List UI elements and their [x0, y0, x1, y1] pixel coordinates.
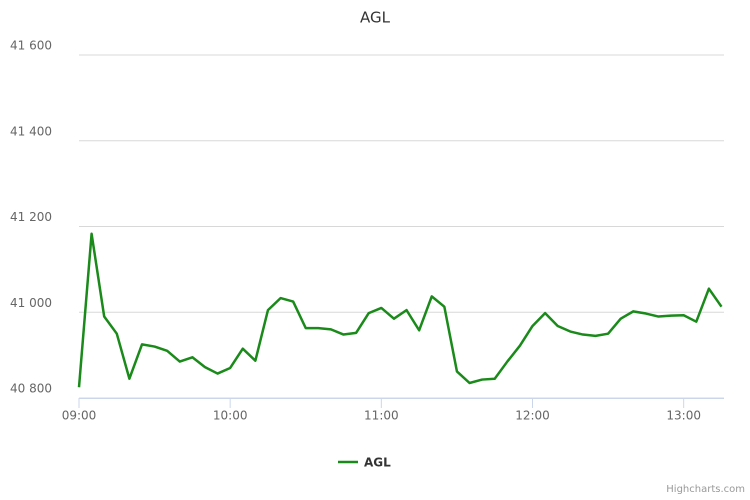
y-tick-label: 41 400: [10, 124, 52, 138]
legend-label: AGL: [364, 456, 391, 470]
x-tick-label: 11:00: [364, 409, 399, 423]
credits[interactable]: Highcharts.com: [666, 484, 745, 495]
x-tick-label: 12:00: [515, 409, 550, 423]
y-tick-label: 41 600: [10, 39, 52, 53]
x-tick-label: 13:00: [666, 409, 701, 423]
y-tick-label: 41 000: [10, 296, 52, 310]
y-tick-label: 40 800: [10, 382, 52, 396]
y-tick-label: 41 200: [10, 210, 52, 224]
x-tick-label: 10:00: [213, 409, 248, 423]
chart-title: AGL: [360, 9, 391, 27]
line: [77, 232, 723, 388]
x-tick-label: 09:00: [62, 409, 97, 423]
